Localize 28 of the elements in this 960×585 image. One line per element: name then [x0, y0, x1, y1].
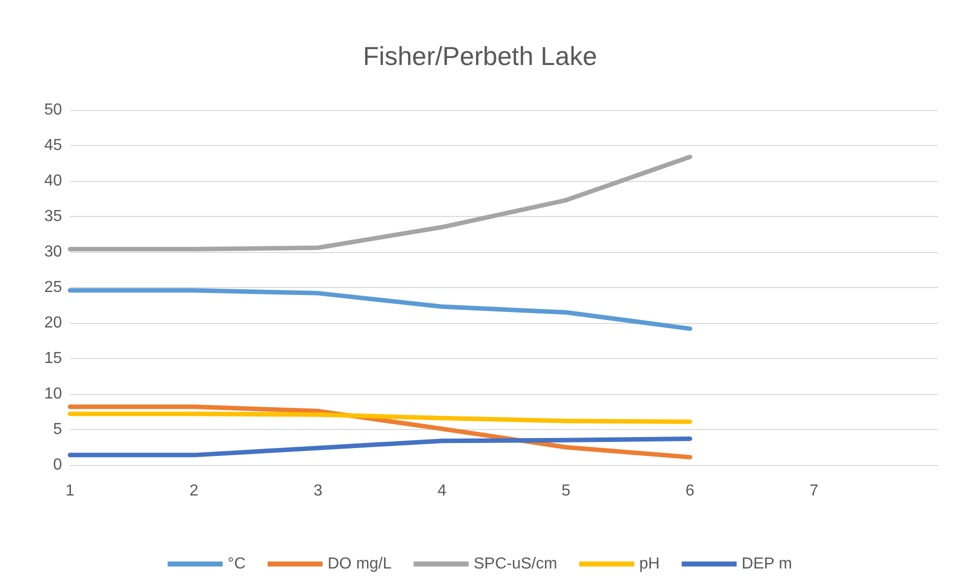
x-tick-label: 5	[562, 482, 571, 500]
legend-label: SPC-uS/cm	[474, 556, 558, 572]
y-tick-label: 0	[53, 456, 62, 474]
line-series	[68, 154, 692, 252]
y-tick-label: 5	[53, 421, 62, 438]
x-tick-label: 6	[686, 482, 695, 500]
line-series	[68, 288, 692, 331]
line-series	[68, 412, 692, 424]
legend-label: DO mg/L	[328, 556, 392, 572]
y-tick-label: 25	[44, 279, 62, 296]
y-tick-label: 20	[44, 314, 62, 332]
y-tick-label: 15	[44, 350, 62, 367]
y-tick-label: 30	[44, 244, 62, 260]
y-tick-label: 45	[44, 137, 62, 154]
x-tick-label: 1	[66, 482, 75, 500]
chart-title: Fisher/Perbeth Lake	[362, 41, 598, 71]
y-tick-label: 50	[44, 102, 62, 118]
y-tick-label: 40	[44, 172, 62, 190]
x-tick-label: 3	[314, 482, 323, 500]
line-series	[68, 436, 692, 458]
x-tick-label: 7	[810, 482, 819, 500]
legend-label: °C	[228, 556, 246, 572]
legend-label: pH	[639, 556, 660, 572]
y-tick-label: 10	[44, 386, 62, 402]
x-tick-label: 4	[438, 482, 447, 500]
legend-label: DEP m	[742, 556, 792, 572]
x-tick-label: 2	[190, 482, 199, 500]
y-tick-label: 35	[44, 208, 62, 225]
